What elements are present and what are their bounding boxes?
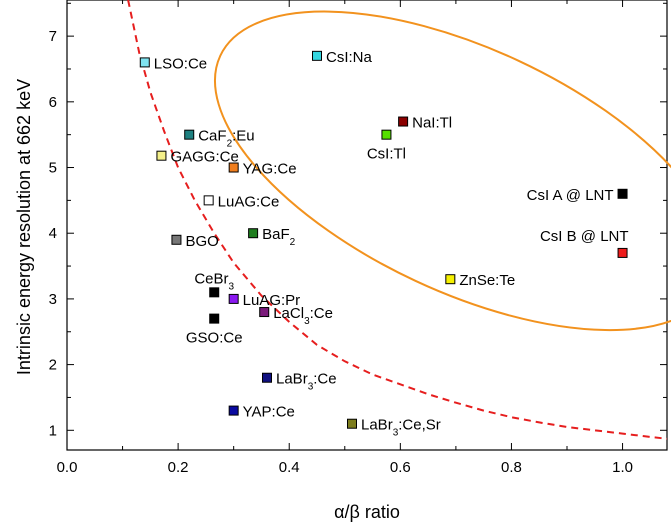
data-point	[381, 129, 392, 140]
data-point	[209, 313, 220, 324]
y-axis-label: Intrinsic energy resolution at 662 keV	[14, 79, 34, 375]
x-tick-label: 0.2	[168, 459, 189, 476]
point-label: LuAG:Pr	[243, 292, 301, 309]
y-tick-label: 4	[49, 225, 57, 242]
x-tick-label: 0.6	[390, 459, 411, 476]
y-tick-label: 7	[49, 28, 57, 45]
dashed-curve	[127, 0, 668, 440]
point-label: CaF2:Eu	[198, 128, 254, 150]
point-label: CsI:Tl	[367, 146, 406, 163]
y-tick-label: 6	[49, 94, 57, 111]
y-tick-label: 2	[49, 357, 57, 374]
data-points	[139, 50, 628, 429]
data-point	[209, 287, 220, 298]
data-point	[228, 293, 239, 304]
data-point	[156, 150, 167, 161]
data-point	[617, 247, 628, 258]
point-label: CsI B @ LNT	[540, 228, 629, 245]
point-label: YAG:Ce	[243, 161, 297, 178]
x-tick-label: 0.0	[57, 459, 78, 476]
data-point	[228, 162, 239, 173]
data-point	[139, 57, 150, 68]
point-label: LaCl3:Ce	[273, 305, 333, 327]
y-tick-label: 1	[49, 422, 57, 439]
y-tick-label: 5	[49, 160, 57, 177]
data-point	[398, 116, 409, 127]
point-label: GAGG:Ce	[170, 149, 238, 166]
ellipse-annotation	[213, 10, 671, 332]
data-point	[248, 228, 259, 239]
data-point	[259, 307, 270, 318]
x-tick-label: 0.8	[501, 459, 522, 476]
data-point	[184, 129, 195, 140]
data-point	[445, 274, 456, 285]
y-tick-label: 3	[49, 291, 57, 308]
point-label: LSO:Ce	[154, 55, 207, 72]
x-tick-label: 1.0	[612, 459, 633, 476]
point-label: CeBr3	[194, 270, 234, 292]
point-label: LaBr3:Ce	[276, 371, 337, 393]
point-label: NaI:Tl	[412, 115, 452, 132]
point-label: LaBr3:Ce,Sr	[361, 417, 441, 439]
data-point	[262, 372, 272, 383]
data-point	[617, 188, 628, 199]
plot-frame	[66, 0, 668, 451]
point-label: BGO	[185, 233, 218, 250]
point-label: BaF2	[262, 226, 296, 248]
point-label: YAP:Ce	[243, 404, 295, 421]
data-point	[347, 418, 357, 429]
dashed-curve-path	[127, 0, 668, 440]
x-tick-label: 0.4	[279, 459, 300, 476]
point-label: CsI A @ LNT	[527, 187, 614, 204]
point-label: LuAG:Ce	[218, 193, 280, 210]
ellipse-outline	[213, 10, 671, 332]
data-point	[203, 195, 214, 206]
x-axis-label: α/β ratio	[334, 502, 400, 522]
data-point	[312, 50, 322, 61]
axis-ticks: 0.0 0.2 0.4 0.6 0.8 1.0 1 2 3 4 5 6 7	[49, 0, 667, 476]
data-point	[228, 405, 239, 416]
point-label: CsI:Na	[326, 49, 373, 66]
point-label: GSO:Ce	[186, 330, 243, 347]
data-point	[171, 234, 182, 245]
point-label: ZnSe:Te	[459, 272, 515, 289]
